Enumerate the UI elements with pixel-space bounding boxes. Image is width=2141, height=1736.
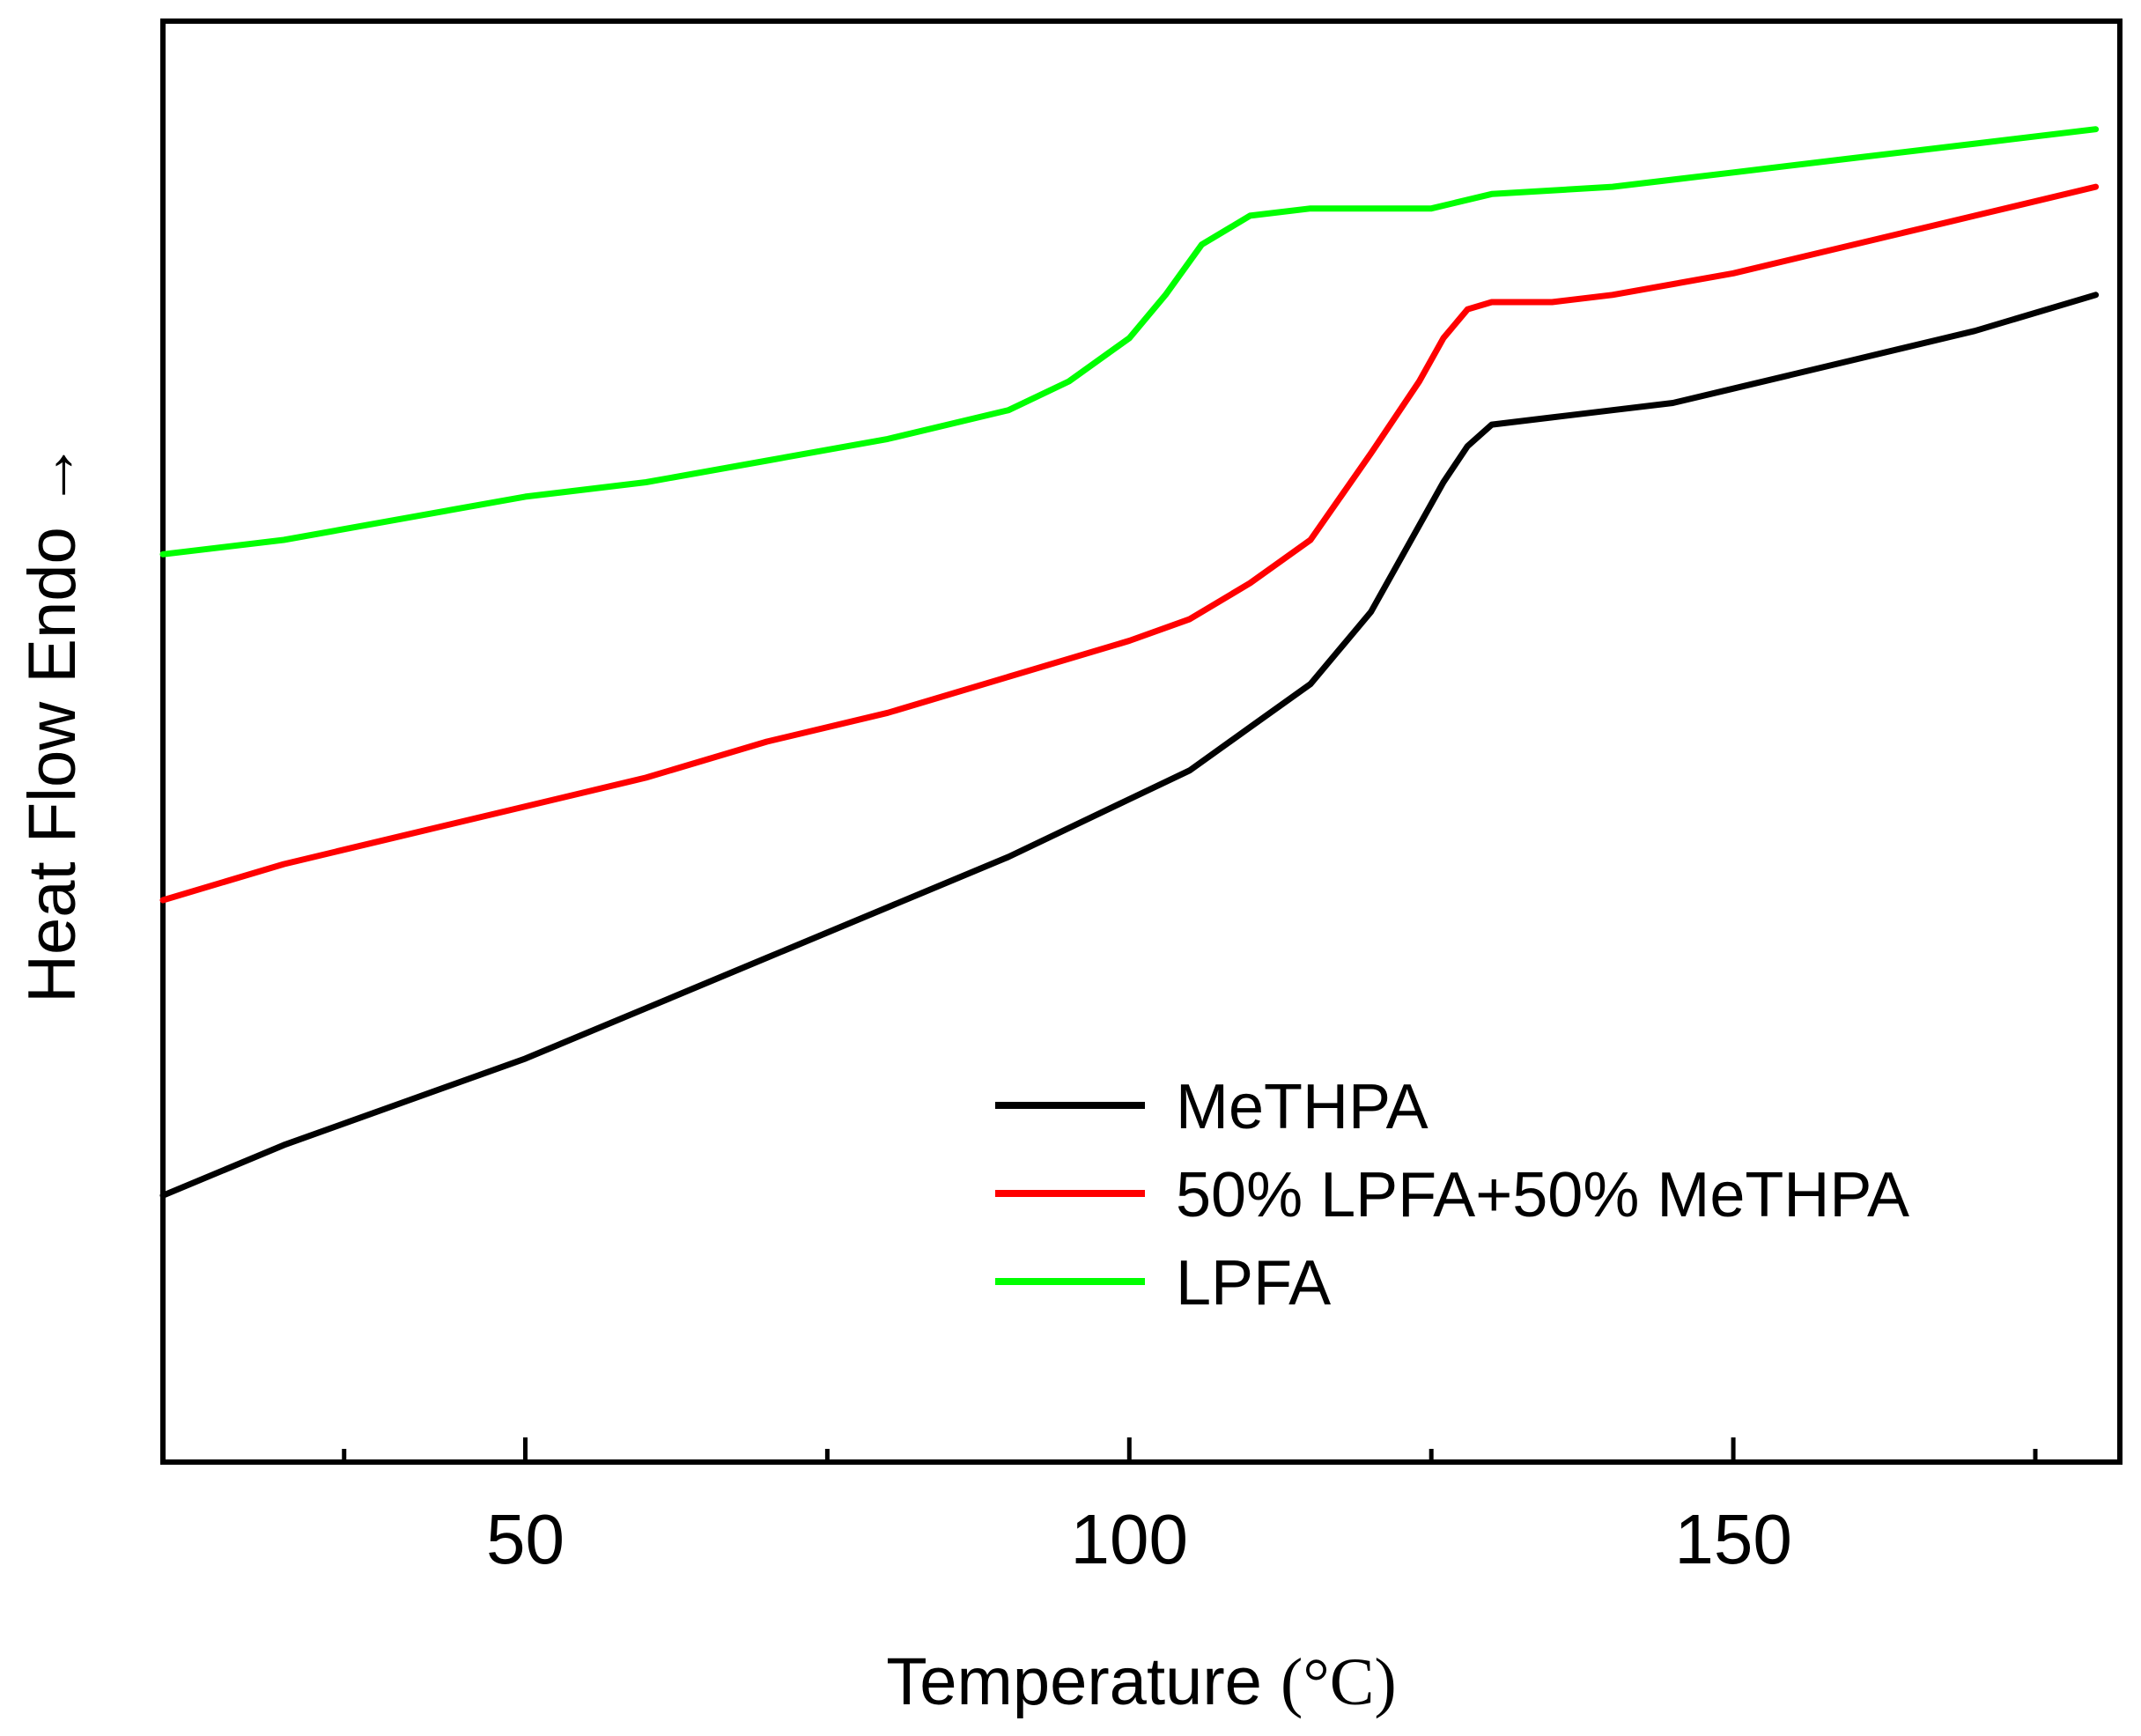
plot-frame — [160, 18, 2123, 1465]
series-line-2 — [159, 126, 2100, 558]
x-tick-label: 50 — [486, 1500, 565, 1578]
legend-label: MeTHPA — [1176, 1072, 1429, 1142]
x-axis-unit: (°C) — [1281, 1645, 1397, 1719]
x-axis-ticks — [342, 1437, 2038, 1462]
x-axis-title: Temperature (°C) — [886, 1644, 1396, 1719]
y-axis-title: Heat Flow Endo → — [15, 441, 90, 1003]
y-axis-arrow: → — [15, 441, 90, 508]
series-line-1 — [159, 183, 2100, 904]
legend: MeTHPA 50% LPFA+50% MeTHPA LPFA — [995, 1072, 1909, 1319]
series-layer — [159, 126, 2100, 1199]
x-axis-tick-labels: 50 100 150 — [486, 1500, 1792, 1578]
x-tick-label: 100 — [1071, 1500, 1188, 1578]
series-line-0 — [159, 292, 2100, 1199]
legend-label: LPFA — [1176, 1248, 1331, 1319]
x-tick-label: 150 — [1674, 1500, 1791, 1578]
legend-label: 50% LPFA+50% MeTHPA — [1176, 1160, 1909, 1230]
